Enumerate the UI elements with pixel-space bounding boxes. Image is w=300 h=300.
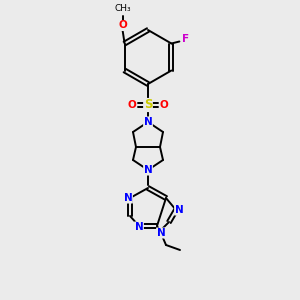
Text: N: N <box>144 117 152 127</box>
Text: CH₃: CH₃ <box>114 4 131 13</box>
Text: O: O <box>118 20 127 31</box>
Text: N: N <box>124 193 132 203</box>
Text: N: N <box>144 165 152 175</box>
Text: N: N <box>175 205 183 215</box>
Text: O: O <box>160 100 168 110</box>
Text: N: N <box>135 222 143 232</box>
Text: O: O <box>128 100 136 110</box>
Text: F: F <box>182 34 189 44</box>
Text: S: S <box>144 98 152 112</box>
Text: N: N <box>157 228 165 238</box>
